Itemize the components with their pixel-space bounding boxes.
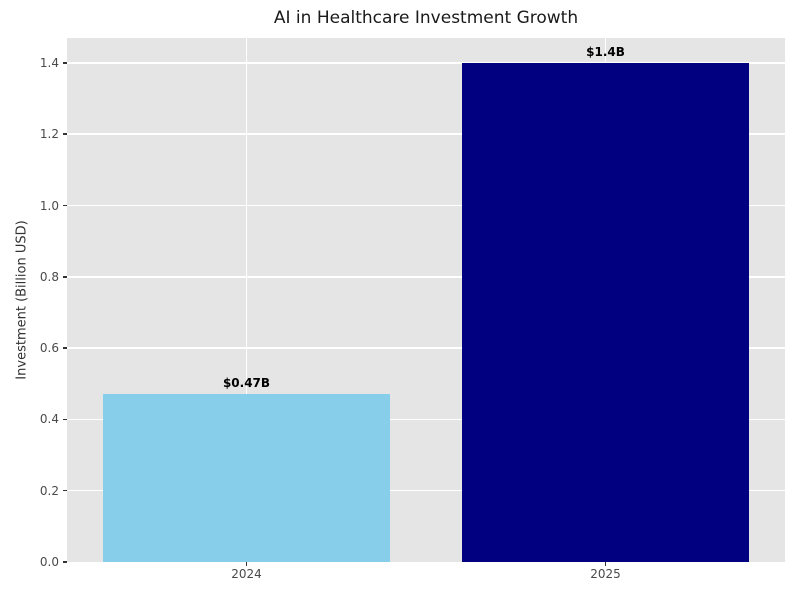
x-tick-mark xyxy=(245,562,248,566)
gridline-horizontal xyxy=(67,489,785,492)
gridline-horizontal xyxy=(67,418,785,421)
y-tick-mark xyxy=(63,204,67,207)
y-tick-mark xyxy=(63,418,67,421)
y-tick-mark xyxy=(63,62,67,64)
y-tick-label: 0.6 xyxy=(39,341,59,356)
bar-2024 xyxy=(102,394,391,562)
y-tick-label: 1.4 xyxy=(39,55,59,70)
y-tick-label: 0.4 xyxy=(39,412,59,427)
y-tick-label: 0.0 xyxy=(39,555,59,569)
x-tick-label: 2025 xyxy=(590,567,621,581)
y-axis-label: Investment (Billion USD) xyxy=(14,220,30,380)
gridline-horizontal xyxy=(67,204,785,207)
y-tick-label: 0.8 xyxy=(39,269,59,284)
y-tick-mark xyxy=(63,133,67,135)
y-tick-mark xyxy=(63,561,67,563)
bar-value-label: $1.4B xyxy=(586,44,625,59)
chart-title: AI in Healthcare Investment Growth xyxy=(273,8,579,28)
bar-2025 xyxy=(461,62,750,562)
gridline-horizontal xyxy=(67,133,785,135)
bar-value-label: $0.47B xyxy=(222,376,271,391)
y-tick-mark xyxy=(63,489,67,492)
x-tick-label: 2024 xyxy=(231,567,262,581)
x-tick-mark xyxy=(604,562,607,566)
gridline-horizontal xyxy=(67,276,785,278)
plot-area xyxy=(67,38,785,562)
gridline-horizontal xyxy=(67,347,785,349)
y-tick-mark xyxy=(63,276,67,278)
y-tick-mark xyxy=(63,347,67,349)
y-tick-label: 1.0 xyxy=(39,198,59,213)
y-tick-label: 1.2 xyxy=(39,127,59,142)
gridline-vertical xyxy=(245,38,248,562)
gridline-horizontal xyxy=(67,62,785,64)
y-tick-label: 0.2 xyxy=(39,483,59,498)
